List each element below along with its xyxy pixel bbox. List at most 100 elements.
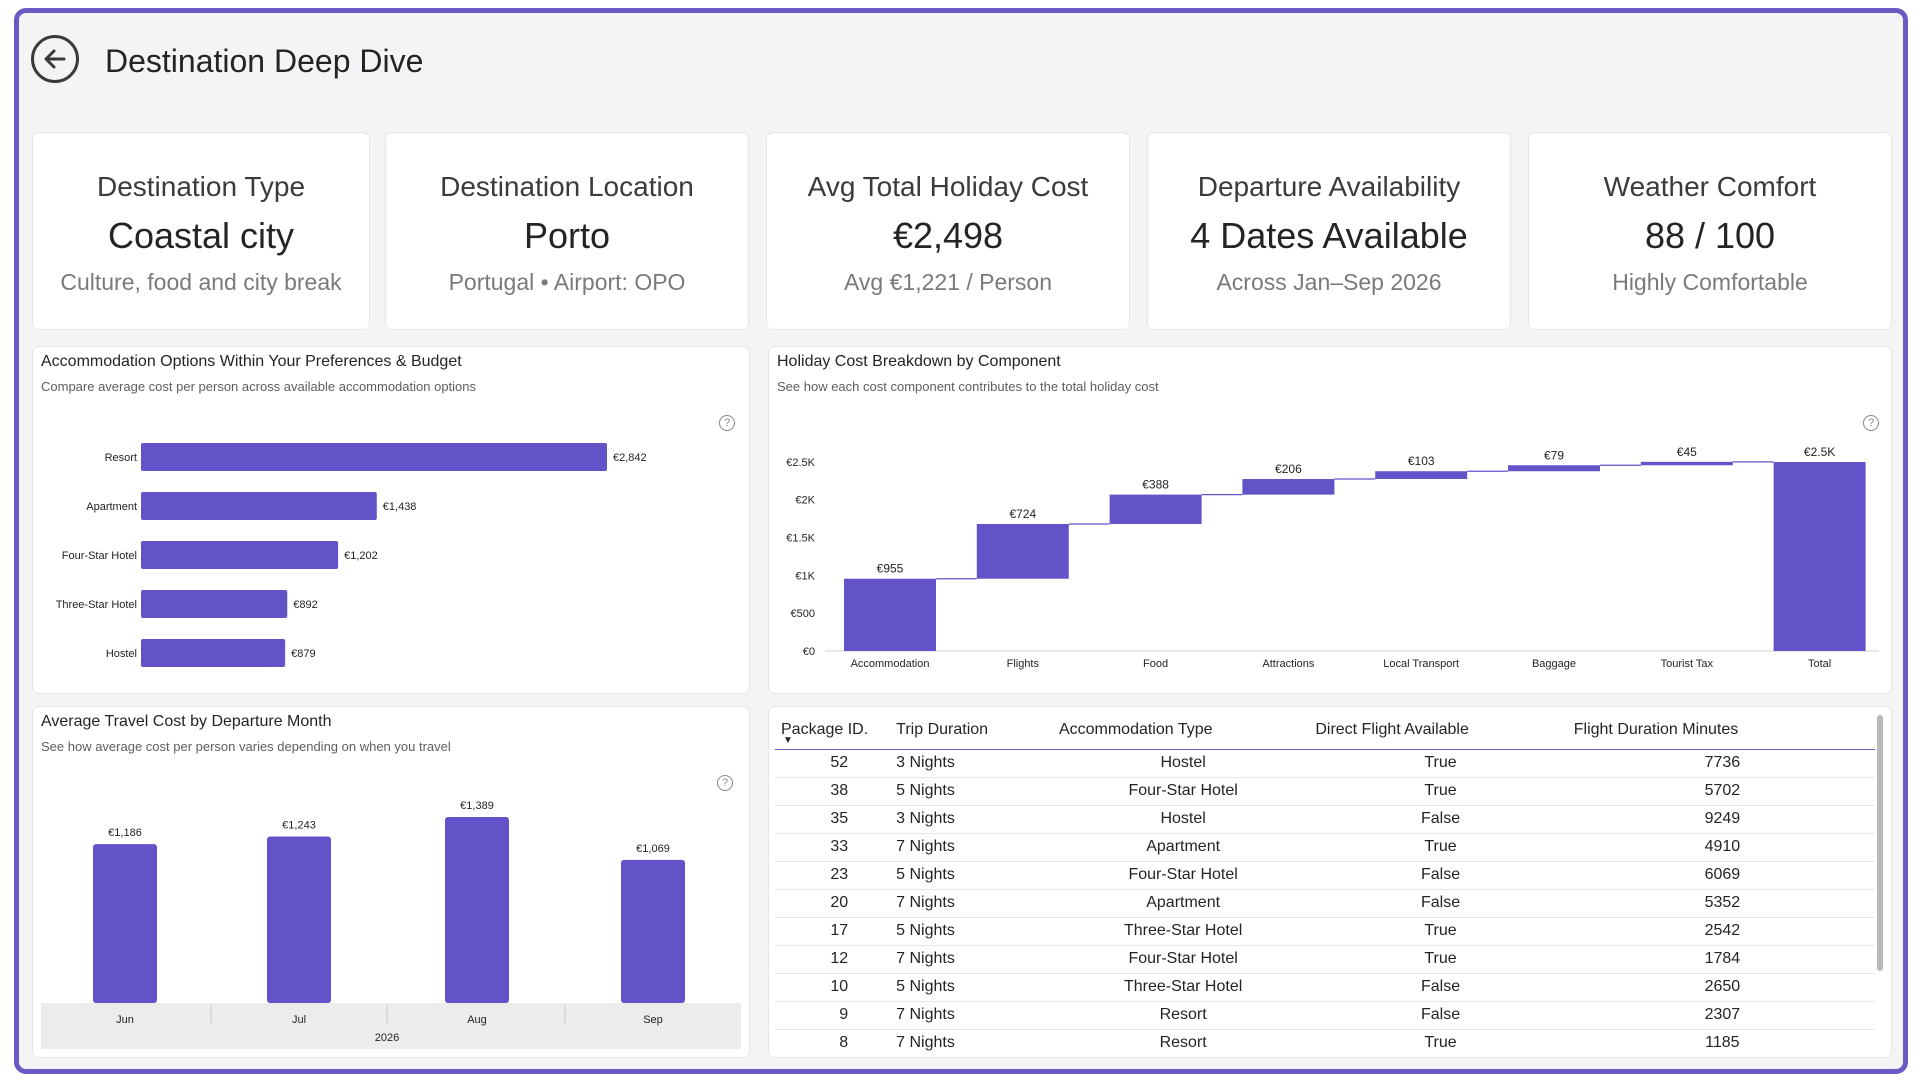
- kpi-value: Coastal city: [107, 215, 295, 256]
- table-row[interactable]: 23 5 Nights Four-Star Hotel False 6069: [775, 861, 1875, 890]
- table-cell: Resort: [1054, 1029, 1312, 1057]
- bar: [141, 639, 286, 667]
- data-label: €2,842: [613, 452, 647, 464]
- table-cell: True: [1311, 833, 1570, 862]
- table-header-row: ▼ Package ID. Trip Duration Accommodatio…: [775, 711, 1875, 750]
- kpi-subtitle: Highly Comfortable: [1612, 269, 1808, 295]
- x-tick-label: Jul: [292, 1014, 306, 1026]
- table-cell: 3 Nights: [892, 749, 1055, 778]
- column-header-direct-flight[interactable]: Direct Flight Available: [1311, 711, 1570, 750]
- table-cell: 7 Nights: [892, 833, 1055, 862]
- table-cell: 52: [775, 749, 893, 778]
- table-cell: 12: [775, 945, 893, 974]
- table-cell: 38: [775, 777, 893, 806]
- table-row[interactable]: 20 7 Nights Apartment False 5352: [775, 889, 1875, 918]
- kpi-card-departure-availability: Departure Availability 4 Dates Available…: [1148, 133, 1510, 329]
- waterfall-bar: [1242, 479, 1335, 495]
- table-cell: 6069: [1569, 861, 1875, 890]
- table-cell: True: [1311, 945, 1570, 974]
- x-tick-label: Baggage: [1532, 658, 1576, 670]
- table-cell: Three-Star Hotel: [1054, 917, 1312, 946]
- table-cell: False: [1311, 889, 1570, 918]
- table-cell: Four-Star Hotel: [1054, 945, 1312, 974]
- chart-title: Accommodation Options Within Your Prefer…: [41, 353, 462, 370]
- table-cell: 35: [775, 805, 893, 834]
- table-cell: 23: [775, 861, 893, 890]
- chart-title: Average Travel Cost by Departure Month: [41, 713, 332, 730]
- x-tick-label: Accommodation: [851, 658, 930, 670]
- table-row[interactable]: 12 7 Nights Four-Star Hotel True 1784: [775, 945, 1875, 974]
- table-cell: 5 Nights: [892, 861, 1055, 890]
- chart-subtitle: See how each cost component contributes …: [777, 379, 1159, 394]
- x-tick-label: Flights: [1007, 658, 1040, 670]
- x-tick-label: Food: [1143, 658, 1168, 670]
- column-header-accommodation-type[interactable]: Accommodation Type: [1054, 711, 1312, 750]
- x-tick-label: Aug: [467, 1014, 487, 1026]
- data-label: €1,186: [108, 827, 142, 839]
- kpi-card-avg-cost: Avg Total Holiday Cost €2,498 Avg €1,221…: [767, 133, 1129, 329]
- column-header-trip-duration[interactable]: Trip Duration: [892, 711, 1055, 750]
- table-cell: Four-Star Hotel: [1054, 777, 1312, 806]
- column-header-package-id[interactable]: ▼ Package ID.: [775, 711, 893, 750]
- table-cell: Resort: [1054, 1001, 1312, 1030]
- y-tick-label: €1K: [795, 570, 815, 582]
- waterfall-bar: [1508, 465, 1600, 472]
- cost-waterfall-chart: €0 €500 €1K €1.5K €2K €2.5K €955 Accommodation €…: [786, 445, 1879, 670]
- category-label: Resort: [105, 452, 137, 464]
- table-cell: 2542: [1569, 917, 1875, 946]
- column-header-flight-duration[interactable]: Flight Duration Minutes: [1569, 711, 1875, 750]
- data-label: €1,202: [344, 550, 378, 562]
- table-row[interactable]: 10 5 Nights Three-Star Hotel False 2650: [775, 973, 1875, 1002]
- table-cell: Hostel: [1054, 805, 1312, 834]
- table-cell: 33: [775, 833, 893, 862]
- packages-table: ▼ Package ID. Trip Duration Accommodatio…: [775, 711, 1875, 1057]
- table-cell: True: [1311, 749, 1570, 778]
- table-cell: Apartment: [1054, 833, 1312, 862]
- kpi-card-destination-location: Destination Location Porto Portugal • Ai…: [386, 133, 748, 329]
- table-cell: 5702: [1569, 777, 1875, 806]
- table-cell: 3 Nights: [892, 805, 1055, 834]
- x-tick-label: Local Transport: [1383, 658, 1459, 670]
- help-icon[interactable]: ?: [1863, 415, 1879, 431]
- waterfall-bar: [1773, 462, 1866, 651]
- x-tick-label: Total: [1808, 658, 1831, 670]
- chart-title: Holiday Cost Breakdown by Component: [777, 353, 1061, 370]
- kpi-card-destination-type: Destination Type Coastal city Culture, f…: [33, 133, 369, 329]
- table-cell: 10: [775, 973, 893, 1002]
- table-cell: 2307: [1569, 1001, 1875, 1030]
- table-row[interactable]: 38 5 Nights Four-Star Hotel True 5702: [775, 777, 1875, 806]
- kpi-title: Weather Comfort: [1603, 171, 1817, 202]
- table-cell: False: [1311, 1001, 1570, 1030]
- back-button[interactable]: [31, 35, 79, 83]
- sort-desc-icon[interactable]: ▼: [783, 735, 793, 746]
- table-cell: 1784: [1569, 945, 1875, 974]
- accommodation-chart-card: Accommodation Options Within Your Prefer…: [33, 347, 749, 693]
- bar: [93, 844, 157, 1003]
- dashboard-frame: Destination Deep Dive Destination Type C…: [14, 8, 1908, 1074]
- table-row[interactable]: 33 7 Nights Apartment True 4910: [775, 833, 1875, 862]
- kpi-title: Destination Location: [440, 171, 694, 202]
- kpi-value: 4 Dates Available: [1190, 215, 1468, 256]
- table-cell: 4910: [1569, 833, 1875, 862]
- table-cell: Apartment: [1054, 889, 1312, 918]
- table-cell: 7 Nights: [892, 1001, 1055, 1030]
- help-icon[interactable]: ?: [719, 415, 735, 431]
- table-row[interactable]: 17 5 Nights Three-Star Hotel True 2542: [775, 917, 1875, 946]
- table-cell: 2650: [1569, 973, 1875, 1002]
- table-cell: 5 Nights: [892, 917, 1055, 946]
- month-bar-chart: €1,186 Jun €1,243 Jul €1,389 Aug €1,069 Sep 2026: [41, 800, 741, 1049]
- x-tick-label: Sep: [643, 1014, 663, 1026]
- table-row[interactable]: 35 3 Nights Hostel False 9249: [775, 805, 1875, 834]
- packages-table-card: ▼ Package ID. Trip Duration Accommodatio…: [769, 707, 1891, 1057]
- table-cell: 5 Nights: [892, 973, 1055, 1002]
- help-icon[interactable]: ?: [717, 775, 733, 791]
- table-scrollbar[interactable]: [1877, 715, 1883, 971]
- kpi-subtitle: Culture, food and city break: [60, 269, 342, 295]
- month-chart-card: Average Travel Cost by Departure Month S…: [33, 707, 749, 1057]
- arrow-left-icon: [44, 49, 66, 69]
- x-tick-label: Attractions: [1262, 658, 1314, 670]
- data-label: €879: [291, 648, 315, 660]
- table-row[interactable]: 52 3 Nights Hostel True 7736: [775, 749, 1875, 778]
